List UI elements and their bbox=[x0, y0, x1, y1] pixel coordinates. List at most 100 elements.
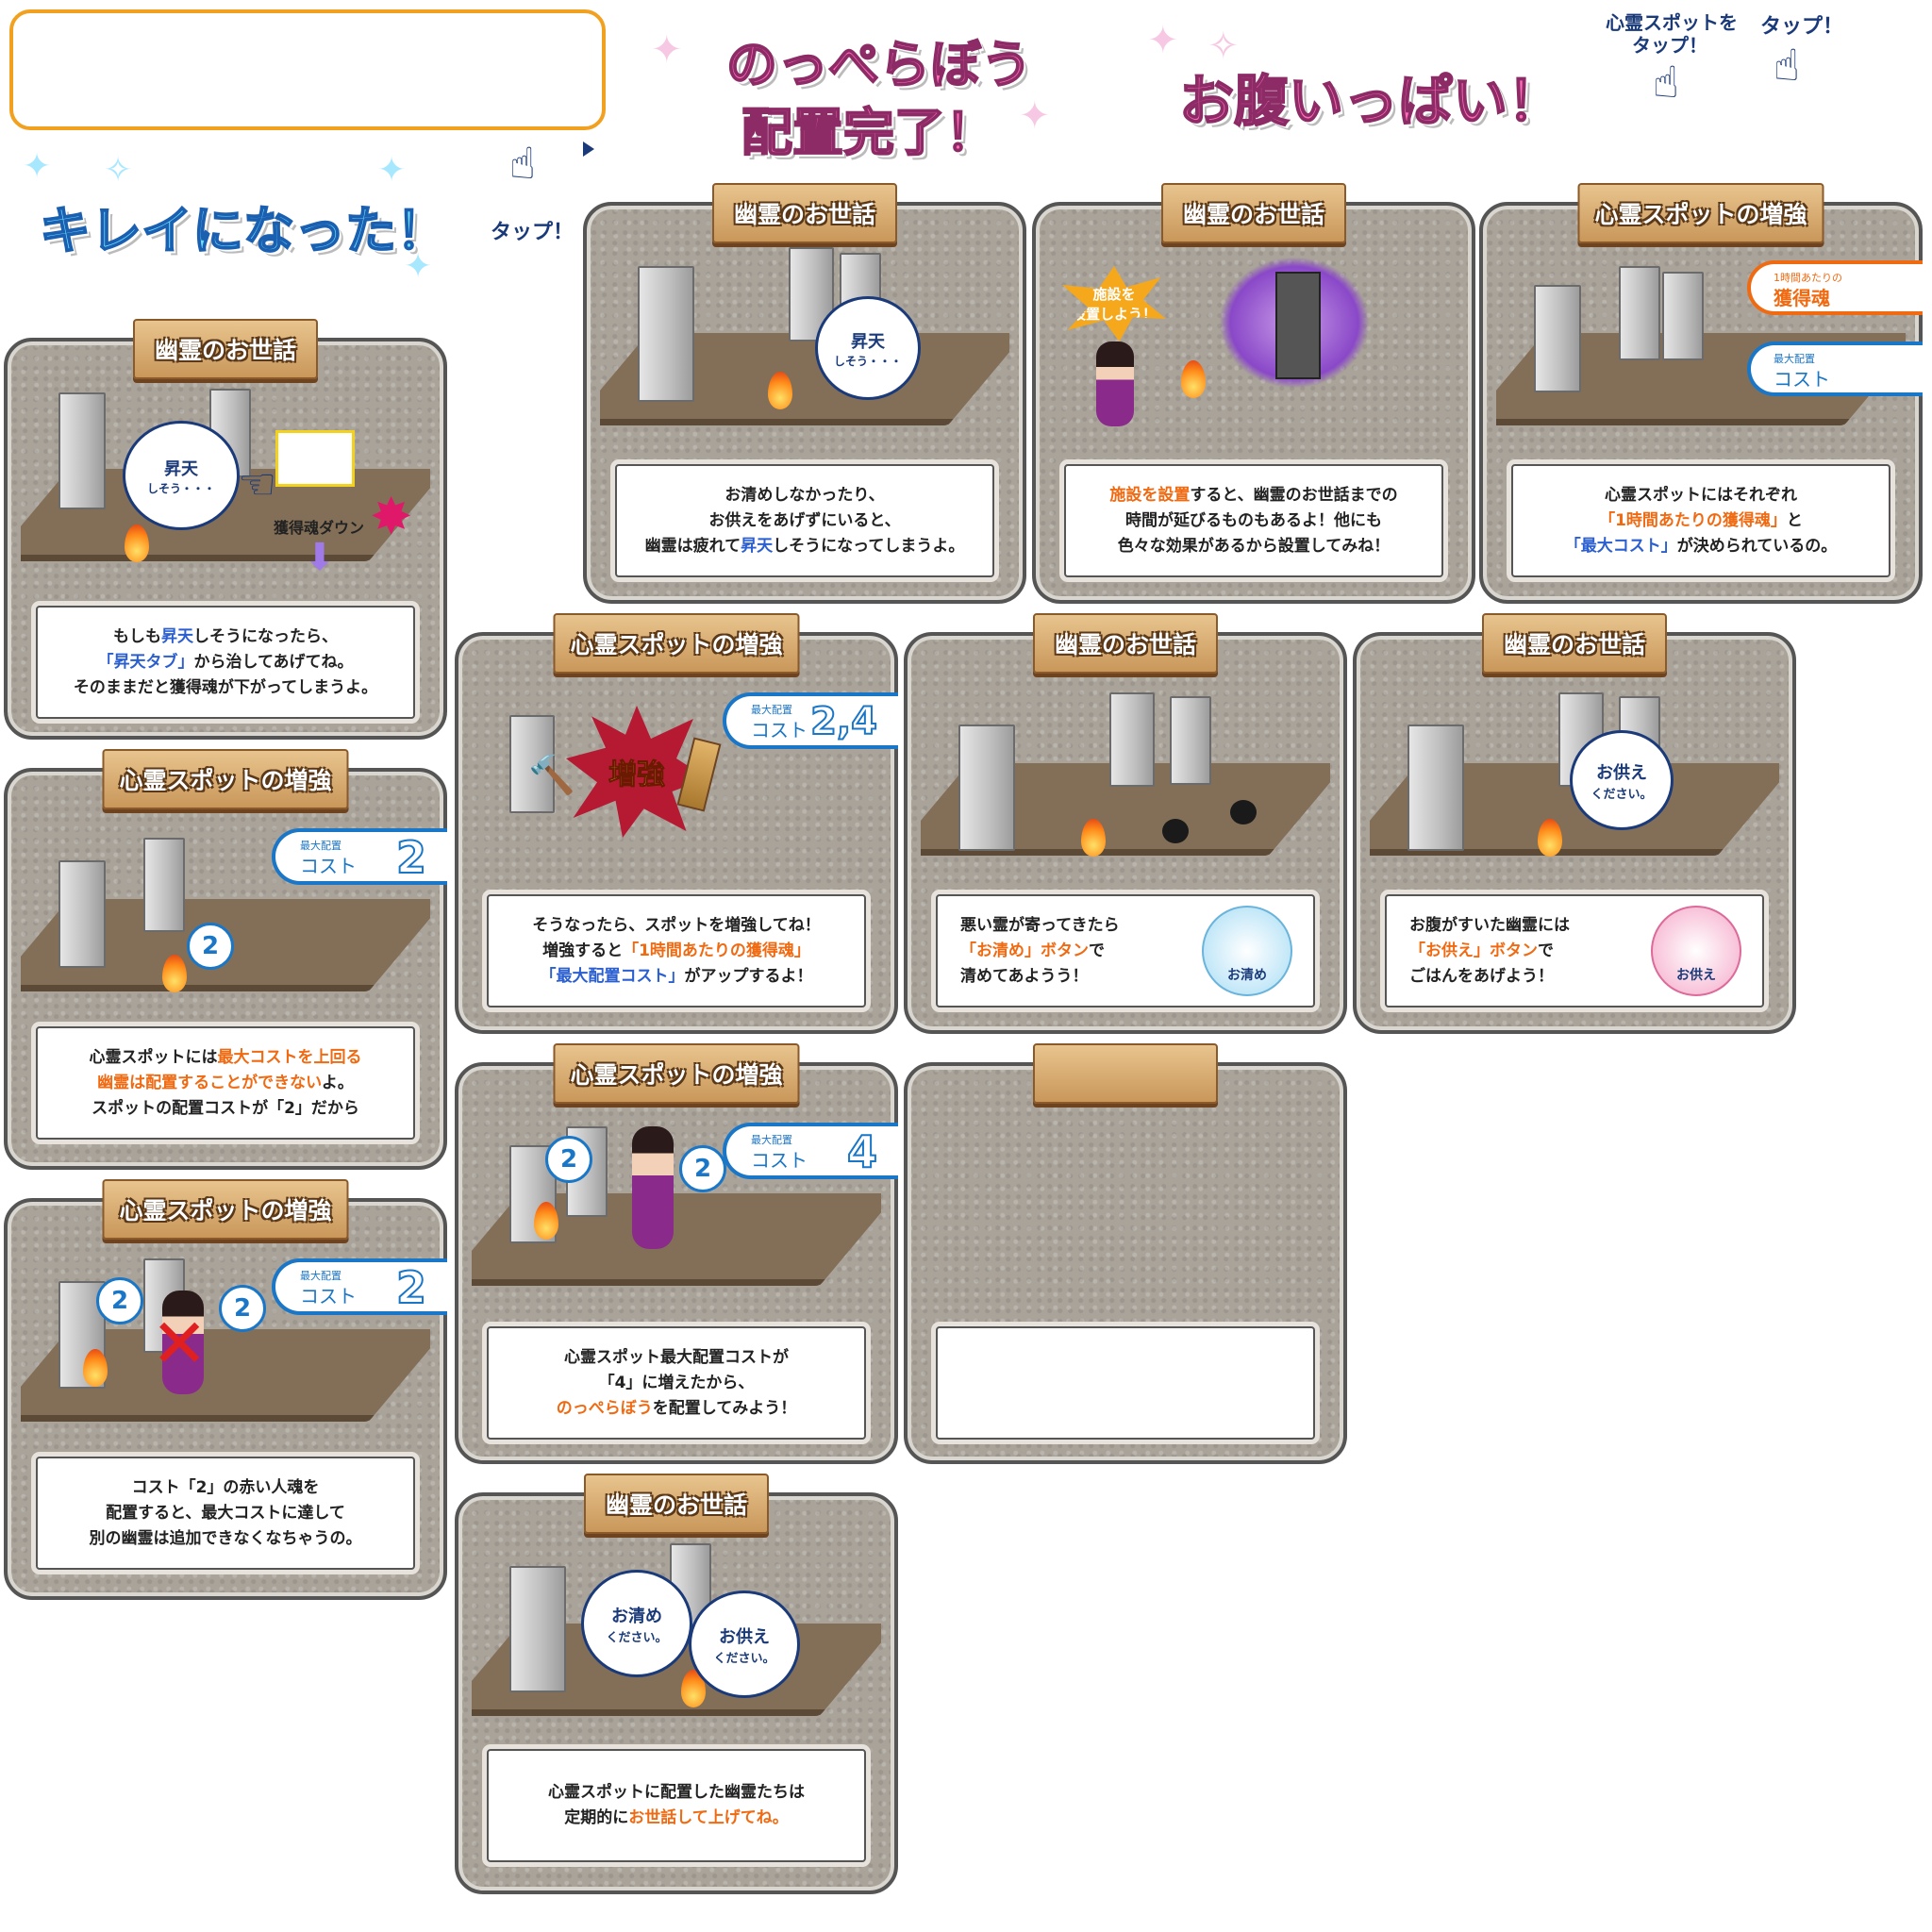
max-cost-tag: 最大配置 コスト 2,4 bbox=[723, 692, 898, 749]
tag-main: コスト bbox=[1774, 368, 1830, 391]
button-label: お供え bbox=[1676, 968, 1716, 983]
max-cost-tag: 最大配置 コスト 2 bbox=[272, 1258, 447, 1315]
bubble-text: 昇天 bbox=[851, 331, 885, 352]
tutorial-card: 心霊スポットの増強 2 2 最大配置 コスト 4 心霊スポット最大配置コストが … bbox=[455, 1043, 898, 1464]
graveyard-scene: 施設を設置しよう！ bbox=[1049, 247, 1458, 445]
hitodama-flame bbox=[768, 372, 792, 409]
tombstone bbox=[1662, 272, 1704, 360]
hitodama-flame bbox=[125, 525, 149, 562]
tombstone bbox=[509, 715, 555, 813]
text: 「4」に増えたから、 bbox=[598, 1373, 755, 1392]
card-plank-title: 幽霊のお世話 bbox=[133, 319, 318, 379]
burst-icon: ✸ bbox=[370, 487, 413, 546]
request-bubble-purify: お清め ください。 bbox=[581, 1570, 692, 1677]
tag-main: コスト bbox=[300, 1285, 357, 1307]
text: 時間が延びるものもあるよ！他にも bbox=[1125, 510, 1382, 530]
text-highlight: 「お供え」ボタン bbox=[1409, 941, 1538, 960]
evil-spirit bbox=[1162, 819, 1189, 843]
graveyard-scene: お供え ください。 bbox=[1370, 677, 1779, 875]
bubble-subtext: ください。 bbox=[1591, 787, 1653, 802]
tombstone bbox=[1407, 724, 1464, 851]
ghost-speech-bubble: 昇天 しそう・・・ bbox=[815, 296, 921, 400]
max-cost-tag: 最大配置 コスト 4 bbox=[723, 1123, 898, 1179]
bubble-text: お供え bbox=[719, 1626, 770, 1647]
tombstone bbox=[1534, 285, 1581, 392]
tombstone bbox=[58, 860, 106, 968]
tutorial-card: 幽霊のお世話 悪い霊が寄ってきたら 「お清め」ボタンで 清めてあようう！ お清め bbox=[904, 613, 1347, 1034]
tutorial-card: 幽霊のお世話 昇天 しそう・・・ ☜ ✸ 獲得魂ダウン ⬇ もしも昇天しそうになっ… bbox=[4, 319, 447, 740]
text: で bbox=[1089, 941, 1105, 960]
title-full: お腹いっぱい！ bbox=[1178, 68, 1563, 134]
tag-main: 獲得魂 bbox=[1774, 287, 1830, 309]
text: そうなったら、スポットを増強してね！ bbox=[532, 915, 821, 935]
card-plank-title: 心霊スポットの増強 bbox=[102, 749, 349, 809]
tombstone bbox=[958, 724, 1015, 851]
text: 心霊スポットには bbox=[89, 1047, 218, 1067]
girl-character bbox=[162, 1291, 204, 1394]
card-plank-title: 幽霊のお世話 bbox=[1482, 613, 1667, 674]
tag-number: 2 bbox=[395, 1261, 427, 1314]
sparkle-icon: ✦ bbox=[1147, 19, 1179, 62]
tutorial-card: 幽霊のお世話 お清め ください。 お供え ください。 心霊スポットに配置した幽霊たち… bbox=[455, 1474, 898, 1894]
card-text: 心霊スポットに配置した幽霊たちは 定期的にお世話して上げてね。 bbox=[487, 1749, 866, 1862]
text: が決められているの。 bbox=[1676, 536, 1838, 556]
burst-text: 施設を bbox=[1092, 286, 1136, 303]
graveyard-scene: 昇天 しそう・・・ bbox=[600, 247, 1009, 445]
card-plank-title bbox=[1033, 1043, 1218, 1104]
tag-number: 4 bbox=[846, 1125, 878, 1178]
soul-per-hour-tag: 1時間あたりの 獲得魂 bbox=[1747, 260, 1923, 315]
tutorial-card: 心霊スポットの増強 1時間あたりの 獲得魂 最大配置 コスト 心霊スポットにはそ… bbox=[1479, 183, 1923, 604]
text: 清めてあようう！ bbox=[960, 966, 1089, 986]
burst-text: 設置しよう！ bbox=[1071, 306, 1157, 323]
text: お清めしなかったり、 bbox=[724, 485, 885, 505]
card-plank-title: 幽霊のお世話 bbox=[584, 1474, 769, 1534]
bubble-subtext: しそう・・・ bbox=[833, 354, 902, 368]
cross-mark-icon: ✕ bbox=[151, 1304, 208, 1383]
tag-small: 最大配置 bbox=[751, 704, 792, 716]
button-label: お清め bbox=[1227, 968, 1267, 983]
spot-cost-badge: 2 bbox=[219, 1285, 266, 1332]
card-plank-title: 心霊スポットの増強 bbox=[553, 613, 800, 674]
graveyard-scene: 2 2 ✕ bbox=[21, 1243, 430, 1441]
purify-button[interactable]: お清め bbox=[1202, 906, 1292, 996]
bubble-text: お供え bbox=[1596, 762, 1647, 783]
girl-character bbox=[1096, 341, 1134, 426]
pointing-hand-icon: ☝ bbox=[509, 138, 537, 189]
bubble-subtext: しそう・・・ bbox=[146, 481, 215, 495]
max-cost-tag: 最大配置 コスト 2 bbox=[272, 828, 447, 885]
tag-small: 最大配置 bbox=[300, 840, 341, 852]
ghost-tab-icon[interactable] bbox=[275, 430, 355, 487]
text: もしも bbox=[113, 626, 161, 646]
down-arrow-icon: ⬇ bbox=[304, 536, 336, 579]
burst-icon: 施設を設置しよう！ bbox=[1062, 266, 1166, 341]
graveyard-scene: 🔨 増強 bbox=[472, 677, 881, 875]
tutorial-card: 幽霊のお世話 昇天 しそう・・・ お清めしなかったり、 お供えをあげずにいると、 … bbox=[583, 183, 1026, 604]
burst-text: 増強 bbox=[608, 758, 666, 792]
hitodama-flame bbox=[83, 1349, 108, 1387]
text: 定期的に bbox=[564, 1808, 629, 1827]
text: コスト「2」の赤い人魂を bbox=[131, 1477, 320, 1497]
spot-cost-badge: 2 bbox=[96, 1277, 143, 1324]
tag-main: コスト bbox=[751, 719, 808, 741]
text-highlight: 「最大コスト」 bbox=[1564, 536, 1677, 556]
sparkle-icon: ✧ bbox=[1208, 25, 1240, 68]
text-highlight: 昇天 bbox=[161, 626, 193, 646]
graveyard-scene: 2 2 bbox=[472, 1108, 881, 1306]
request-bubble-offering: お供え ください。 bbox=[689, 1591, 800, 1698]
sparkle-icon: ✦ bbox=[404, 247, 433, 286]
tutorial-card: 心霊スポットの増強 🔨 増強 最大配置 コスト 2,4 そうなったら、スポットを… bbox=[455, 613, 898, 1034]
sparkle-icon: ✦ bbox=[23, 147, 52, 186]
sparkle-icon: ✦ bbox=[1019, 94, 1051, 138]
text: スポットの配置コストが「2」だから bbox=[92, 1098, 359, 1118]
tutorial-card: 幽霊のお世話 お供え ください。 お腹がすいた幽霊には 「お供え」ボタンで ごはん… bbox=[1353, 613, 1796, 1034]
text: 増強すると bbox=[542, 941, 624, 960]
tombstone bbox=[1170, 696, 1211, 785]
offering-button[interactable]: お供え bbox=[1651, 906, 1741, 996]
graveyard-scene: 昇天 しそう・・・ ☜ ✸ 獲得魂ダウン ⬇ bbox=[21, 383, 430, 581]
hitodama-flame bbox=[1538, 819, 1562, 857]
text-highlight: 「最大配置コスト」 bbox=[540, 966, 685, 986]
card-text: コスト「2」の赤い人魂を 配置すると、最大コストに達して 別の幽霊は追加できなく… bbox=[36, 1457, 415, 1570]
hitodama-flame bbox=[1081, 819, 1106, 857]
tag-small: 最大配置 bbox=[751, 1134, 792, 1146]
title-placed-line2: 配置完了！ bbox=[741, 102, 997, 163]
